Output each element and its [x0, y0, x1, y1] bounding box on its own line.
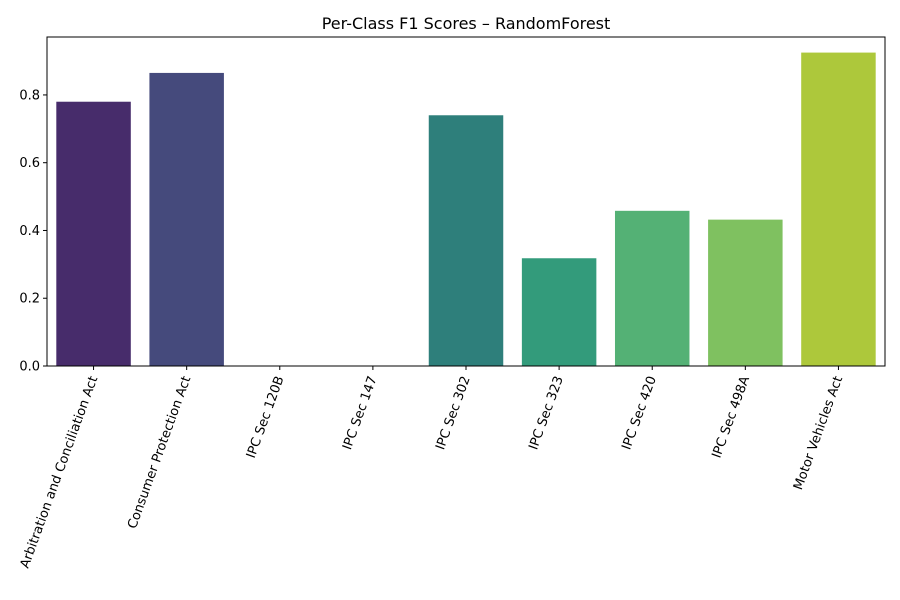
- y-tick-label: 0.4: [19, 224, 40, 239]
- bar-8: [801, 52, 876, 367]
- x-tick-label: IPC Sec 147: [340, 374, 381, 452]
- x-axis: Arbitration and Conciliation Act Consumer…: [18, 366, 846, 570]
- y-axis: 0.0 0.2 0.4 0.6 0.8: [19, 88, 47, 375]
- y-tick-label: 0.6: [19, 156, 40, 171]
- bar-1: [149, 72, 224, 367]
- plot-frame: [46, 36, 886, 367]
- y-tick-label: 0.0: [19, 360, 40, 375]
- x-tick-label: Consumer Protection Act: [125, 374, 194, 531]
- bars-group: [56, 52, 876, 367]
- y-tick-label: 0.2: [19, 292, 40, 307]
- chart-title: Per-Class F1 Scores – RandomForest: [322, 14, 611, 33]
- bar-0: [56, 101, 131, 366]
- x-tick-label: IPC Sec 120B: [244, 374, 288, 460]
- y-tick-label: 0.8: [19, 88, 40, 103]
- bar-5: [521, 258, 597, 366]
- x-tick-label: Motor Vehicles Act: [791, 374, 846, 492]
- bar-4: [428, 115, 504, 367]
- x-tick-label: IPC Sec 323: [526, 374, 567, 452]
- bar-6: [614, 210, 690, 366]
- x-tick-label: IPC Sec 302: [433, 374, 474, 452]
- x-tick-label: IPC Sec 498A: [710, 374, 754, 460]
- x-tick-label: IPC Sec 420: [619, 374, 660, 452]
- bar-7: [708, 219, 783, 366]
- x-tick-label: Arbitration and Conciliation Act: [18, 374, 102, 570]
